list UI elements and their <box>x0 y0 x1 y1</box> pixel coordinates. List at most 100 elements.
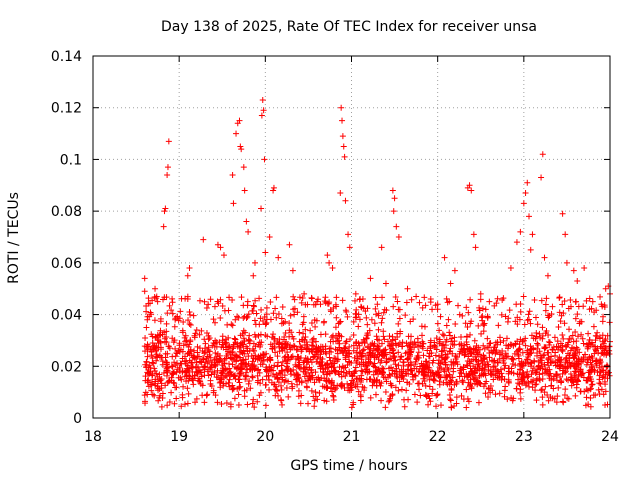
data-point <box>542 301 549 308</box>
data-point-outlier <box>346 244 353 251</box>
data-point-outlier <box>270 184 277 191</box>
data-point <box>352 310 359 317</box>
data-point <box>524 368 531 375</box>
data-point <box>293 346 300 353</box>
data-point <box>567 370 574 377</box>
data-point <box>356 342 363 349</box>
data-point <box>336 319 343 326</box>
data-point <box>338 382 345 389</box>
data-point <box>476 304 483 311</box>
data-point <box>169 371 176 378</box>
data-point <box>282 330 289 337</box>
data-point <box>214 298 221 305</box>
data-point <box>551 334 558 341</box>
data-point-outlier <box>230 200 237 207</box>
data-point <box>558 312 565 319</box>
data-point <box>539 401 546 408</box>
data-point <box>171 400 178 407</box>
data-point <box>350 331 357 338</box>
data-point <box>442 361 449 368</box>
data-point <box>342 372 349 379</box>
data-point <box>308 294 315 301</box>
data-point <box>402 312 409 319</box>
data-point-outlier <box>393 223 400 230</box>
y-tick-label: 0.14 <box>51 49 82 65</box>
y-tick-label: 0.06 <box>51 256 82 272</box>
x-tick-label: 19 <box>170 429 188 445</box>
data-point <box>323 398 330 405</box>
data-point <box>498 376 505 383</box>
data-point <box>250 302 257 309</box>
data-point <box>366 368 373 375</box>
data-point <box>437 402 444 409</box>
data-point <box>330 304 337 311</box>
data-point <box>338 368 345 375</box>
data-point <box>563 343 570 350</box>
data-point <box>274 387 281 394</box>
data-point <box>241 350 248 357</box>
data-point <box>276 348 283 355</box>
data-point <box>336 347 343 354</box>
data-point <box>414 353 421 360</box>
data-point-outlier <box>259 96 266 103</box>
data-point-outlier <box>526 213 533 220</box>
x-tick-label: 22 <box>429 429 447 445</box>
data-point-outlier <box>141 275 148 282</box>
data-point <box>537 354 544 361</box>
data-point <box>296 359 303 366</box>
data-point <box>274 376 281 383</box>
data-point <box>596 380 603 387</box>
data-point <box>237 332 244 339</box>
data-point <box>380 309 387 316</box>
data-point <box>291 311 298 318</box>
data-point <box>153 343 160 350</box>
data-point <box>556 354 563 361</box>
data-point <box>438 342 445 349</box>
data-point <box>272 349 279 356</box>
data-point <box>295 393 302 400</box>
data-point <box>453 394 460 401</box>
data-point <box>397 354 404 361</box>
data-point <box>306 372 313 379</box>
data-point <box>481 320 488 327</box>
data-point <box>310 354 317 361</box>
data-point <box>223 346 230 353</box>
data-point <box>369 340 376 347</box>
data-point <box>404 379 411 386</box>
data-point <box>342 352 349 359</box>
data-point <box>573 298 580 305</box>
data-point-outlier <box>378 244 385 251</box>
data-point <box>545 349 552 356</box>
data-point <box>428 349 435 356</box>
data-point <box>354 355 361 362</box>
data-point <box>536 330 543 337</box>
data-point-outlier <box>507 265 514 272</box>
data-point <box>243 363 250 370</box>
data-point <box>296 294 303 301</box>
data-point <box>353 339 360 346</box>
data-point <box>270 310 277 317</box>
data-point <box>254 367 261 374</box>
data-point <box>162 350 169 357</box>
data-point <box>177 346 184 353</box>
data-point <box>473 356 480 363</box>
data-point <box>162 382 169 389</box>
y-tick-label: 0 <box>73 411 82 427</box>
y-tick-label: 0.02 <box>51 359 82 375</box>
data-point <box>184 362 191 369</box>
data-point <box>222 366 229 373</box>
data-point <box>267 341 274 348</box>
data-point <box>350 318 357 325</box>
data-point-outlier <box>162 205 169 212</box>
data-point <box>330 382 337 389</box>
data-point <box>367 352 374 359</box>
data-point <box>520 293 527 300</box>
data-point <box>525 316 532 323</box>
data-point <box>217 378 224 385</box>
data-point <box>235 375 242 382</box>
data-point <box>197 381 204 388</box>
data-point <box>502 362 509 369</box>
data-point <box>371 354 378 361</box>
data-point <box>373 382 380 389</box>
data-point <box>264 367 271 374</box>
